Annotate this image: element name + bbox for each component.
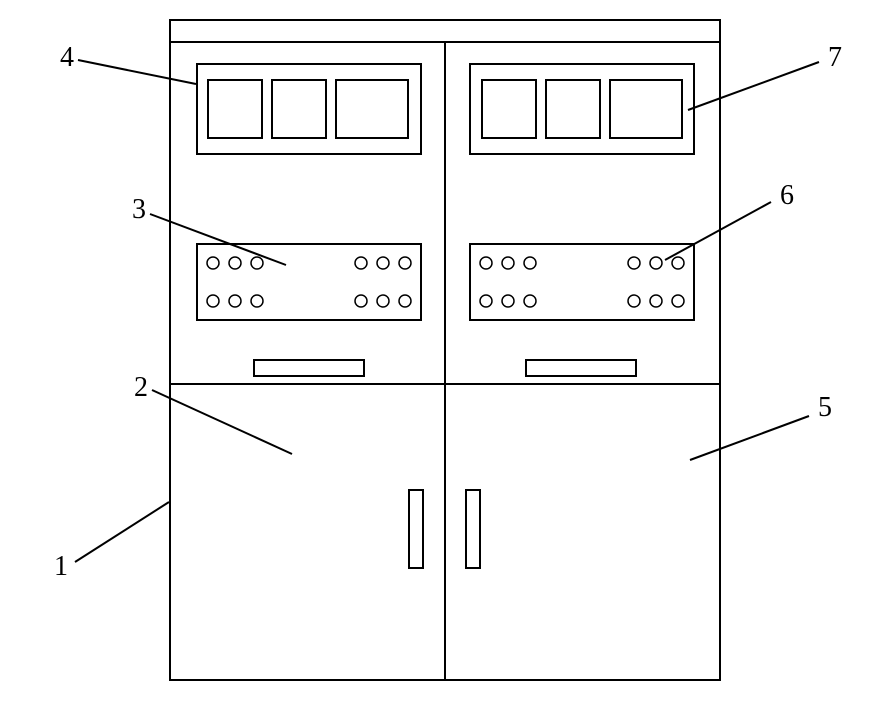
indicator-left-r0-c5 [399, 257, 411, 269]
callout-label-2: 2 [134, 372, 148, 403]
callout-label-5: 5 [818, 392, 832, 423]
indicator-panel-right [470, 244, 694, 320]
callout-line-7 [688, 62, 819, 110]
indicator-left-r0-c2 [251, 257, 263, 269]
callout-label-6: 6 [780, 180, 794, 211]
indicator-right-r1-c5 [672, 295, 684, 307]
indicator-right-r1-c4 [650, 295, 662, 307]
indicator-right-r0-c1 [502, 257, 514, 269]
diagram-svg: 1 2 3 4 5 6 7 [0, 0, 874, 707]
callout-line-2 [152, 390, 292, 454]
door-handle-right [466, 490, 480, 568]
indicator-right-r1-c0 [480, 295, 492, 307]
indicator-right-r0-c3 [628, 257, 640, 269]
slot-right [526, 360, 636, 376]
display-box-right-0 [482, 80, 536, 138]
indicator-right-r0-c5 [672, 257, 684, 269]
callout-label-1: 1 [54, 551, 68, 582]
door-left [170, 384, 445, 680]
indicator-panel-left [197, 244, 421, 320]
callout-line-5 [690, 416, 809, 460]
door-handle-left [409, 490, 423, 568]
callout-label-4: 4 [60, 42, 74, 73]
display-box-right-2 [610, 80, 682, 138]
callout-line-1 [75, 502, 169, 562]
display-box-left-2 [336, 80, 408, 138]
indicator-left-r0-c1 [229, 257, 241, 269]
indicator-left-r1-c0 [207, 295, 219, 307]
display-panel-left [197, 64, 421, 154]
door-right [445, 384, 720, 680]
callout-label-7: 7 [828, 42, 842, 73]
callout-line-6 [665, 202, 771, 260]
indicator-left-r0-c3 [355, 257, 367, 269]
display-box-right-1 [546, 80, 600, 138]
indicator-left-r1-c4 [377, 295, 389, 307]
indicator-right-r0-c0 [480, 257, 492, 269]
indicator-right-r1-c1 [502, 295, 514, 307]
indicator-left-r0-c4 [377, 257, 389, 269]
indicator-left-r1-c1 [229, 295, 241, 307]
slot-left [254, 360, 364, 376]
callout-line-4 [78, 60, 196, 84]
display-panel-right [470, 64, 694, 154]
display-box-left-0 [208, 80, 262, 138]
indicator-left-r1-c3 [355, 295, 367, 307]
callout-label-3: 3 [132, 194, 146, 225]
indicator-left-r1-c5 [399, 295, 411, 307]
indicator-left-r1-c2 [251, 295, 263, 307]
figure-diagram: { "canvas": { "width": 874, "height": 70… [0, 0, 874, 707]
display-box-left-1 [272, 80, 326, 138]
indicator-right-r1-c2 [524, 295, 536, 307]
indicator-right-r0-c4 [650, 257, 662, 269]
indicator-right-r1-c3 [628, 295, 640, 307]
indicator-left-r0-c0 [207, 257, 219, 269]
indicator-right-r0-c2 [524, 257, 536, 269]
